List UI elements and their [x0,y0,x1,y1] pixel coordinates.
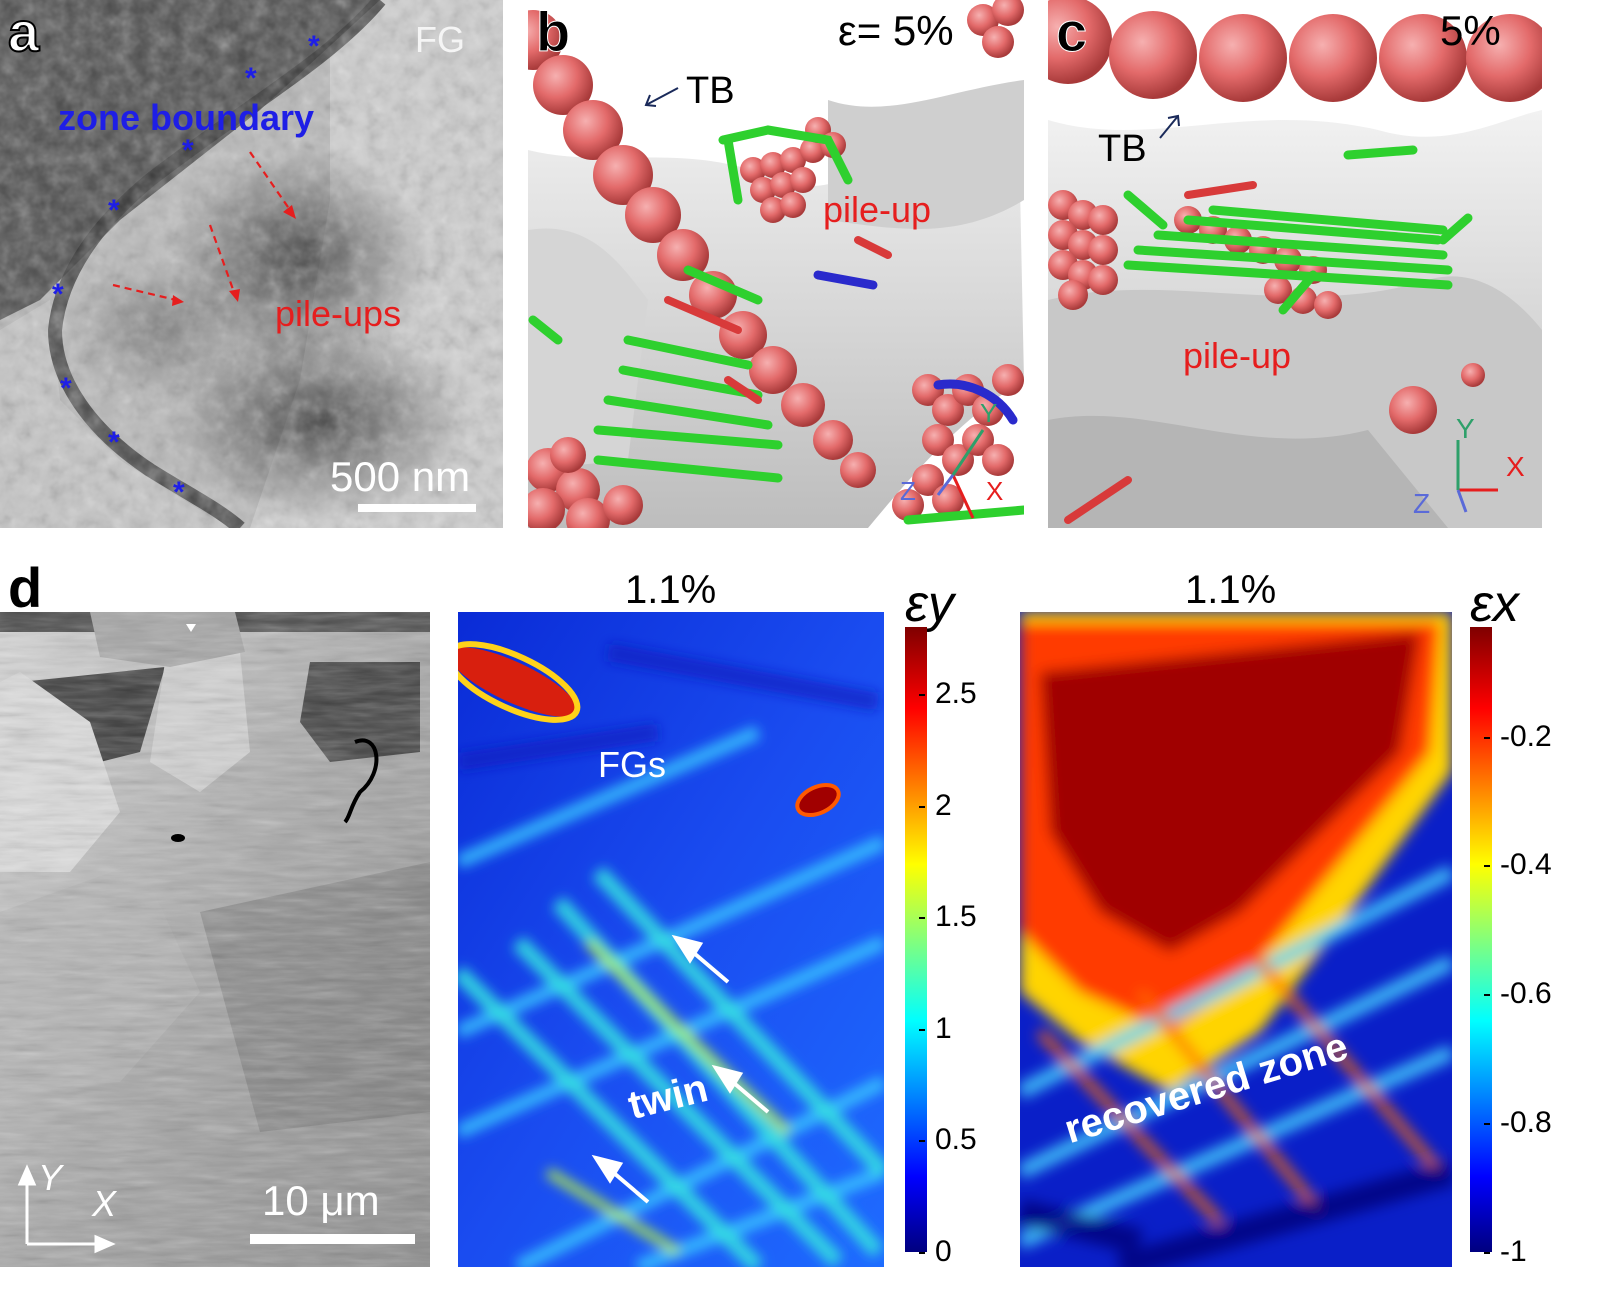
strain-label-b: ε= 5% [838,7,954,54]
pileups-label: pile-ups [275,293,402,334]
map-x-title: 1.1% [1185,568,1277,612]
axis-x-b: X [986,476,1004,506]
strain-label-c: 5% [1440,7,1501,54]
axis-y-b: Y [980,398,998,428]
scale-bar [250,1234,415,1244]
strain-map-x [1020,612,1452,1267]
boundary-marker: * [60,372,72,405]
strain-map-y [458,612,884,1267]
colorbar-y-label-text: εy [905,575,954,633]
colorbar-tick-mark [919,1140,925,1143]
zone-boundary-label: zone boundary [58,97,315,138]
colorbar-y [905,627,927,1252]
panel-c-label: c [1055,0,1088,63]
colorbar-tick-mark [1484,1123,1490,1126]
boundary-marker: * [52,278,64,311]
boundary-marker: * [108,426,120,459]
colorbar-tick-mark [1484,994,1490,997]
md-snapshot-c [1048,0,1542,528]
pileup-label-c: pile-up [1183,335,1292,376]
tb-label-c: TB [1098,128,1147,170]
colorbar-y-label: εy [905,578,954,630]
panel-c: c 5% TB pile-up X Y Z [1048,0,1542,528]
sem-micrograph [0,612,430,1267]
colorbar-x-label: εx [1470,578,1519,630]
axis-z-b: Z [900,476,916,506]
colorbar-tick-label: 0 [935,1235,952,1268]
tb-label-b: TB [686,70,735,112]
colorbar-x [1470,627,1492,1252]
axis-x-c: X [1506,451,1525,482]
map-y-title: 1.1% [625,568,717,612]
colorbar-tick-label: -0.8 [1500,1106,1552,1140]
colorbar-tick-mark [919,1252,925,1254]
tb-pointer [645,87,679,106]
scalebar-label-d: 10 μm [262,1177,380,1224]
colorbar-tick-label: 2.5 [935,676,977,710]
panel-d-sem: Y X 10 μm [0,612,430,1267]
colorbar-tick-mark [919,805,925,808]
xy-axes [17,1164,116,1254]
pileup-label-b: pile-up [823,189,932,230]
map-x: recovered zone [1020,612,1452,1267]
boundary-marker: * [308,30,320,63]
axis-triad [936,429,985,519]
boundary-marker: * [173,476,185,509]
map-y: FGs twin [458,612,884,1267]
colorbar-tick-label: -0.6 [1500,977,1552,1011]
colorbar-tick-label: -0.2 [1500,719,1552,753]
colorbar-tick-label: 1 [935,1011,952,1045]
colorbar-tick-label: 2 [935,788,952,822]
colorbar-tick-mark [1484,865,1490,868]
scale-bar [358,504,476,512]
boundary-marker: * [245,62,257,95]
panel-a: * * * * * * * * a FG zone boundary pile-… [0,0,503,528]
axis-x-d: X [92,1183,117,1224]
colorbar-tick-label: 0.5 [935,1123,977,1157]
tem-micrograph: * * * * * * * * [0,0,503,528]
colorbar-tick-mark [919,1028,925,1031]
colorbar-tick-label: 1.5 [935,900,977,934]
twin-arrows [591,934,770,1204]
boundary-marker: * [182,134,194,167]
colorbar-tick-label: -0.4 [1500,848,1552,882]
colorbar-tick-mark [1484,736,1490,739]
panel-a-label: a [7,0,40,63]
axis-z-c: Z [1413,488,1431,519]
md-snapshot-b [528,0,1024,528]
boundary-marker: * [108,194,120,227]
fg-label: FG [415,19,465,60]
panel-b-label: b [535,0,571,63]
colorbar-tick-mark [1484,1252,1490,1254]
colorbar-tick-mark [919,917,925,920]
colorbar-tick-label: -1 [1500,1235,1527,1268]
panel-d-label: d [8,556,43,619]
axis-y-d: Y [38,1157,63,1198]
fgs-label: FGs [598,744,666,785]
axis-y-c: Y [1456,413,1475,444]
panel-b: b ε= 5% TB pile-up X Y Z [528,0,1024,528]
scalebar-label: 500 nm [330,453,471,500]
colorbar-x-label-text: εx [1470,575,1519,633]
colorbar-tick-mark [919,693,925,696]
